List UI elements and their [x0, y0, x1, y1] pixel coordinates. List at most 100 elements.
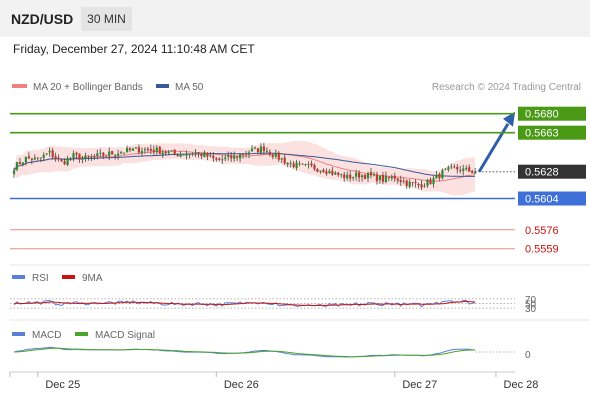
rsi-legend-swatch	[12, 275, 25, 279]
candle-body	[78, 153, 81, 160]
pivot-label: 0.5604	[525, 194, 559, 206]
candle-body	[423, 186, 426, 187]
candle-body	[36, 157, 39, 159]
candle-body	[218, 158, 221, 160]
candle-body	[280, 158, 283, 160]
candle	[435, 170, 438, 179]
candle	[45, 153, 48, 156]
candle	[146, 146, 149, 153]
candle-body	[146, 148, 149, 150]
candle	[447, 165, 450, 172]
candle-body	[352, 177, 355, 179]
candle-body	[167, 151, 170, 154]
candle-body	[408, 181, 411, 187]
candle	[322, 168, 325, 173]
candle-body	[12, 170, 16, 174]
candle	[456, 164, 459, 174]
candle	[54, 152, 57, 162]
candle-body	[126, 148, 129, 153]
candle	[372, 171, 376, 177]
candle-body	[99, 152, 102, 154]
candle	[102, 152, 105, 160]
datetime-label: Friday, December 27, 2024 11:10:48 AM CE…	[13, 42, 255, 56]
candle	[111, 150, 114, 155]
candle	[280, 157, 283, 163]
macd-signal-legend-swatch	[75, 332, 88, 336]
forecast-arrow-head	[503, 111, 515, 127]
candle-body	[396, 178, 399, 181]
forecast-arrow	[477, 111, 515, 173]
timeframe-badge[interactable]	[81, 7, 132, 31]
candle-body	[170, 150, 173, 152]
candle-body	[399, 180, 402, 182]
candle	[444, 168, 447, 171]
candle	[173, 149, 176, 156]
candle-body	[54, 156, 57, 159]
candle	[227, 151, 230, 161]
candle	[176, 153, 179, 157]
candle	[27, 152, 30, 160]
candle	[468, 164, 471, 172]
candle-body	[474, 171, 477, 174]
forecast-arrow-shaft	[477, 122, 510, 173]
candle	[352, 176, 355, 181]
candle	[233, 151, 236, 162]
candle	[310, 160, 313, 168]
candle	[93, 154, 96, 160]
candle-body	[140, 151, 143, 154]
candle	[236, 155, 239, 161]
candle-body	[417, 184, 420, 186]
candle	[42, 152, 45, 162]
candle-body	[378, 176, 381, 180]
candle-body	[384, 175, 387, 182]
candle	[328, 168, 331, 174]
candle-body	[313, 164, 316, 170]
candle	[429, 177, 432, 185]
rsi-level-label-70: 70	[525, 295, 537, 306]
candle-body	[203, 152, 206, 158]
candle-body	[194, 153, 197, 154]
candle-body	[42, 154, 45, 158]
candle	[378, 175, 381, 184]
candle	[51, 147, 54, 160]
x-tick-label: Dec 25	[45, 379, 80, 391]
candle-body	[319, 170, 322, 172]
candle	[221, 155, 224, 164]
candle-body	[262, 146, 265, 152]
candle	[72, 150, 75, 162]
candle-body	[221, 159, 224, 161]
candle-body	[298, 163, 301, 165]
rsi-ma-legend-label: 9MA	[82, 273, 103, 284]
candle-body	[123, 152, 126, 154]
candle-body	[230, 155, 233, 159]
candle	[396, 178, 399, 184]
candle	[277, 151, 280, 162]
bollinger-legend-swatch	[12, 84, 27, 88]
candle	[340, 173, 343, 178]
candle	[161, 149, 164, 158]
candle-body	[343, 174, 346, 179]
candle-body	[432, 178, 435, 185]
candle-body	[310, 163, 313, 166]
candle	[414, 179, 417, 188]
candle-body	[462, 168, 465, 172]
timeframe-label: 30 MIN	[87, 12, 126, 26]
candle-body	[331, 170, 334, 175]
candle	[369, 168, 373, 179]
support-1-label: 0.5576	[525, 225, 559, 237]
candle-body	[325, 171, 328, 174]
candle-body	[369, 172, 373, 176]
candle	[39, 157, 42, 163]
candle	[399, 175, 402, 186]
candle	[334, 171, 337, 175]
candle	[337, 171, 340, 177]
candle-body	[292, 163, 295, 167]
resistance-2-level: 0.5680	[10, 106, 586, 121]
candle	[87, 155, 90, 161]
candle-body	[366, 173, 370, 179]
candle-body	[337, 172, 340, 175]
candle-body	[387, 176, 390, 178]
candle-body	[18, 162, 21, 165]
candle-body	[143, 149, 146, 151]
